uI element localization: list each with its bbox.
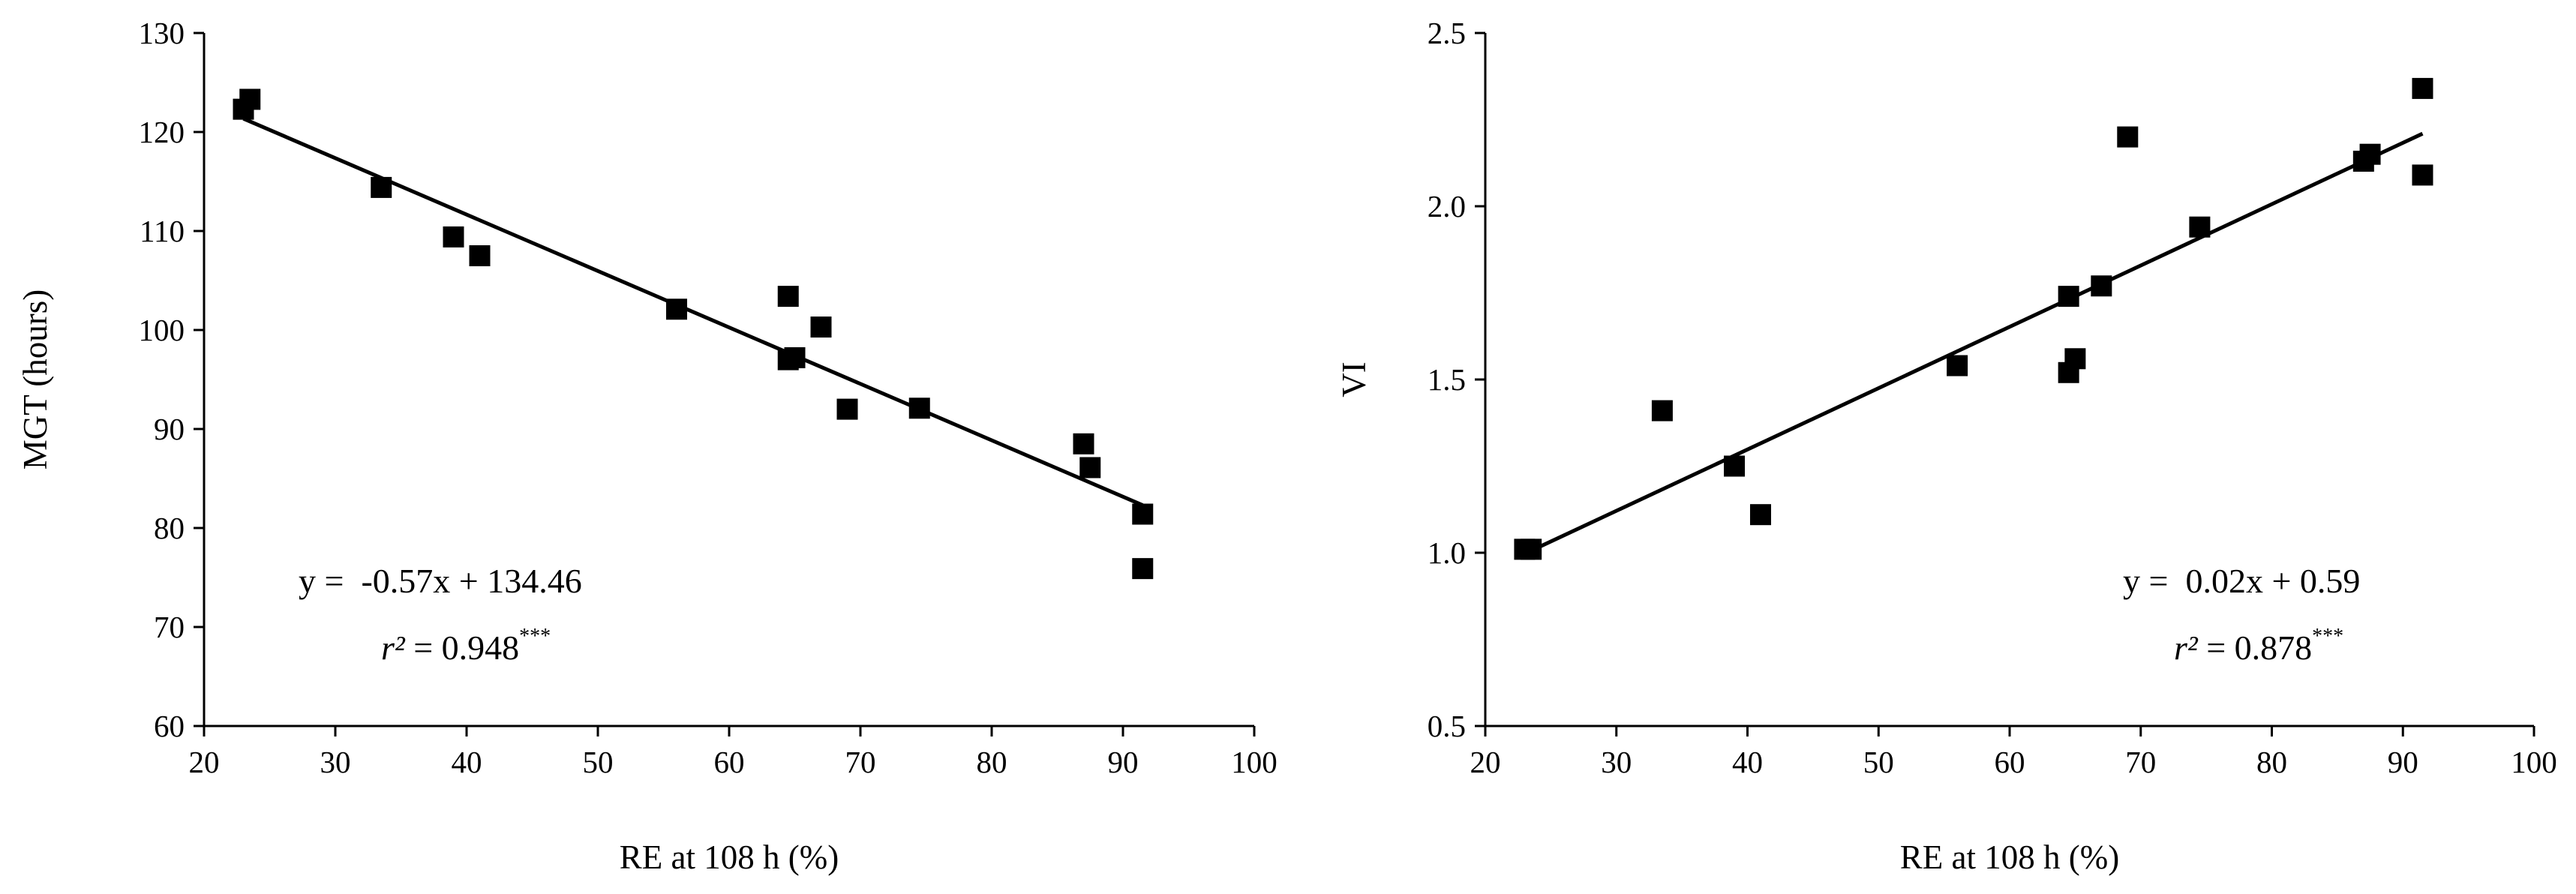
regression-line: [242, 116, 1144, 507]
data-point: [443, 226, 464, 248]
x-tick-label: 40: [452, 745, 482, 779]
x-tick-label: 100: [2511, 745, 2557, 779]
data-point: [2412, 77, 2433, 99]
data-point: [2412, 164, 2433, 186]
data-point: [239, 88, 261, 110]
r-squared-value: = 0.878: [2198, 628, 2312, 667]
regression-line: [1524, 131, 2424, 556]
data-point: [2064, 348, 2086, 370]
r-squared-label: r² = 0.948***: [381, 625, 551, 667]
y-tick-label: 110: [140, 214, 185, 248]
x-axis-title: RE at 108 h (%): [620, 838, 839, 876]
data-point: [1521, 538, 1542, 560]
regression-equation: y = 0.02x + 0.59: [2123, 562, 2360, 600]
x-tick-label: 70: [845, 745, 876, 779]
data-point: [2359, 143, 2381, 165]
r-squared-symbol: r²: [2174, 628, 2199, 667]
significance-marker: ***: [519, 625, 551, 648]
data-point: [908, 398, 930, 419]
data-point: [469, 245, 491, 266]
r-squared-value: = 0.948: [405, 628, 519, 667]
y-tick-label: 120: [139, 115, 185, 149]
x-tick-label: 90: [1108, 745, 1139, 779]
data-point: [1651, 400, 1673, 422]
x-axis-title: RE at 108 h (%): [1900, 838, 2119, 876]
data-point: [784, 346, 806, 368]
significance-marker: ***: [2312, 625, 2343, 648]
y-axis-title: VI: [1335, 362, 1373, 397]
data-point: [836, 398, 858, 420]
data-point: [1749, 504, 1771, 526]
y-tick-label: 0.5: [1428, 709, 1466, 743]
data-point: [2058, 286, 2079, 308]
regression-equation: y = -0.57x + 134.46: [299, 562, 582, 600]
x-tick-label: 50: [583, 745, 614, 779]
x-tick-label: 20: [1470, 745, 1501, 779]
y-tick-label: 90: [154, 412, 185, 446]
y-tick-label: 100: [139, 313, 185, 347]
y-tick-label: 1.0: [1428, 536, 1466, 570]
data-point: [1724, 455, 1746, 477]
x-tick-label: 50: [1863, 745, 1894, 779]
x-tick-label: 60: [714, 745, 745, 779]
data-point: [2117, 126, 2139, 148]
y-tick-label: 2.0: [1428, 189, 1466, 224]
x-tick-label: 40: [1732, 745, 1763, 779]
y-axis-title: MGT (hours): [17, 290, 54, 470]
data-point: [1132, 558, 1154, 580]
y-tick-label: 2.5: [1428, 16, 1466, 50]
y-tick-label: 70: [154, 610, 185, 644]
x-tick-label: 30: [1601, 745, 1632, 779]
r-squared-label: r² = 0.878***: [2174, 625, 2343, 667]
data-point: [1132, 503, 1154, 525]
y-tick-label: 130: [139, 16, 185, 50]
data-point: [371, 176, 392, 198]
data-point: [2091, 275, 2112, 297]
data-point: [777, 286, 799, 308]
x-tick-label: 80: [2256, 745, 2287, 779]
x-tick-label: 60: [1995, 745, 2025, 779]
x-tick-label: 30: [320, 745, 351, 779]
mgt-chart: 20 30 40 50 60 70 80 90 100 60 70 80 90 …: [17, 16, 1277, 876]
r-squared-symbol: r²: [381, 628, 406, 667]
x-tick-label: 80: [977, 745, 1007, 779]
data-point: [2189, 216, 2211, 238]
y-tick-label: 1.5: [1428, 362, 1466, 397]
x-tick-label: 20: [189, 745, 220, 779]
data-point: [1073, 433, 1094, 454]
data-point: [666, 298, 687, 320]
data-point: [810, 316, 832, 338]
x-tick-label: 90: [2388, 745, 2418, 779]
y-tick-label: 60: [154, 709, 185, 743]
x-tick-label: 70: [2125, 745, 2156, 779]
x-tick-label: 100: [1231, 745, 1277, 779]
data-point: [1947, 355, 1968, 376]
y-tick-label: 80: [154, 511, 185, 545]
vi-chart: 20 30 40 50 60 70 80 90 100 0.5 1.0 1.5 …: [1335, 16, 2557, 876]
data-point: [1079, 457, 1101, 478]
